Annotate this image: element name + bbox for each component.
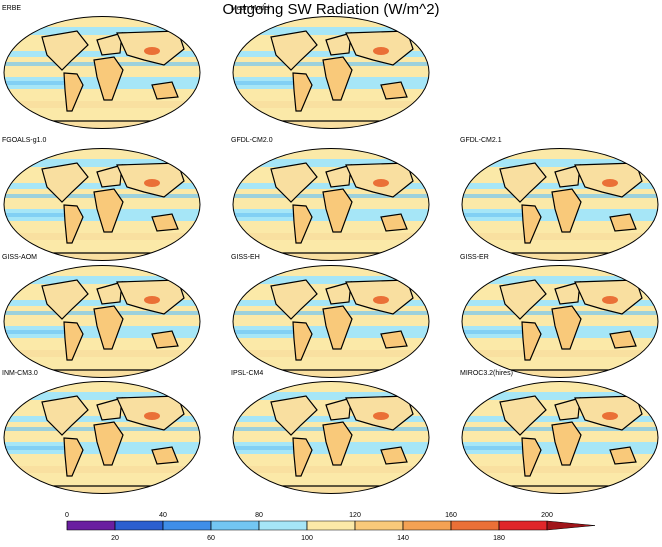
colorbar-tick-label: 140 — [397, 535, 409, 542]
map-panel: GISS-ER — [460, 254, 660, 379]
map — [2, 264, 202, 379]
map — [460, 380, 660, 495]
panel-label: GISS-ER — [460, 254, 489, 261]
panel-label: Mean Model — [231, 5, 270, 12]
map-panel: GISS-AOM — [2, 254, 202, 379]
figure-title: Outgoing SW Radiation (W/m^2) — [222, 1, 439, 18]
colorbar-bin — [210, 520, 260, 531]
map — [231, 15, 431, 130]
colorbar-tick-label: 80 — [255, 512, 263, 519]
colorbar-tick-label: 0 — [65, 512, 69, 519]
panel-label: GISS-EH — [231, 254, 260, 261]
colorbar-tick-label: 40 — [159, 512, 167, 519]
colorbar-bin — [498, 520, 548, 531]
panel-label: GFDL-CM2.1 — [460, 137, 502, 144]
panel-label: MIROC3.2(hires) — [460, 370, 513, 377]
map-panel: GFDL-CM2.0 — [231, 137, 431, 262]
colorbar-bin — [114, 520, 164, 531]
map — [231, 264, 431, 379]
map — [2, 380, 202, 495]
colorbar-tick-label: 180 — [493, 535, 505, 542]
colorbar-bin — [306, 520, 356, 531]
map-panel: MIROC3.2(hires) — [460, 370, 660, 495]
colorbar-bin — [258, 520, 308, 531]
colorbar-tick-label: 160 — [445, 512, 457, 519]
panel-label: INM-CM3.0 — [2, 370, 38, 377]
map — [231, 147, 431, 262]
colorbar-bin — [450, 520, 500, 531]
colorbar: 0 20 40 60 80 100 120 140 160 180 200 — [65, 512, 596, 542]
colorbar-tick-label: 100 — [301, 535, 313, 542]
colorbar-tick-label: 200 — [541, 512, 553, 519]
map-panel: GISS-EH — [231, 254, 431, 379]
map-panel: GFDL-CM2.1 — [460, 137, 660, 262]
map-panel: Mean Model — [231, 5, 431, 130]
panels: ERBE Mean Model FGOALS-g1.0 GFDL-CM2.0 GFDL-… — [2, 5, 660, 495]
colorbar-tick-label: 60 — [207, 535, 215, 542]
colorbar-extend — [546, 520, 596, 531]
map — [460, 264, 660, 379]
colorbar-bin — [66, 520, 116, 531]
panel-label: GFDL-CM2.0 — [231, 137, 273, 144]
map — [2, 15, 202, 130]
colorbar-tick-label: 20 — [111, 535, 119, 542]
map — [2, 147, 202, 262]
panel-label: ERBE — [2, 5, 21, 12]
map-panel: ERBE — [2, 5, 202, 130]
panel-label: FGOALS-g1.0 — [2, 137, 46, 144]
colorbar-bin — [354, 520, 404, 531]
map-panel: FGOALS-g1.0 — [2, 137, 202, 262]
map — [231, 380, 431, 495]
colorbar-tick-label: 120 — [349, 512, 361, 519]
panel-label: GISS-AOM — [2, 254, 37, 261]
panel-label: IPSL-CM4 — [231, 370, 263, 377]
colorbar-bin — [402, 520, 452, 531]
map-panel: IPSL-CM4 — [231, 370, 431, 495]
map-panel: INM-CM3.0 — [2, 370, 202, 495]
map — [460, 147, 660, 262]
colorbar-bin — [162, 520, 212, 531]
